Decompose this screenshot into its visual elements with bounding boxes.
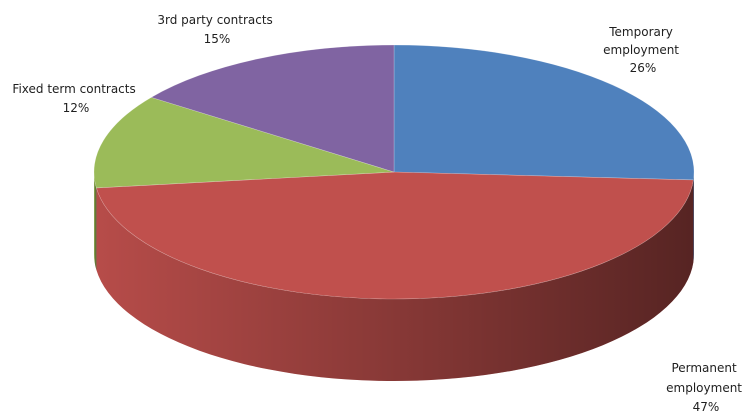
data-label-3rd-party: 3rd party contracts 15% <box>157 13 276 46</box>
pie-side-shade-fixed-term-contracts <box>94 172 97 270</box>
pie-side-shade-temporary-employment <box>693 172 694 262</box>
pie-side-shade-permanent-employment <box>96 179 694 381</box>
pie-slice-temporary-employment <box>393 44 695 181</box>
pie-slice-3rd-party-contracts <box>150 44 395 173</box>
data-label-permanent: Permanent employment 47% <box>666 361 746 414</box>
data-label-fixed-term: Fixed term contracts 12% <box>12 82 139 115</box>
data-label-temporary: Temporary employment 26% <box>603 25 683 75</box>
pie-slice-fixed-term-contracts <box>93 97 395 189</box>
pie-slice-permanent-employment <box>95 171 694 300</box>
